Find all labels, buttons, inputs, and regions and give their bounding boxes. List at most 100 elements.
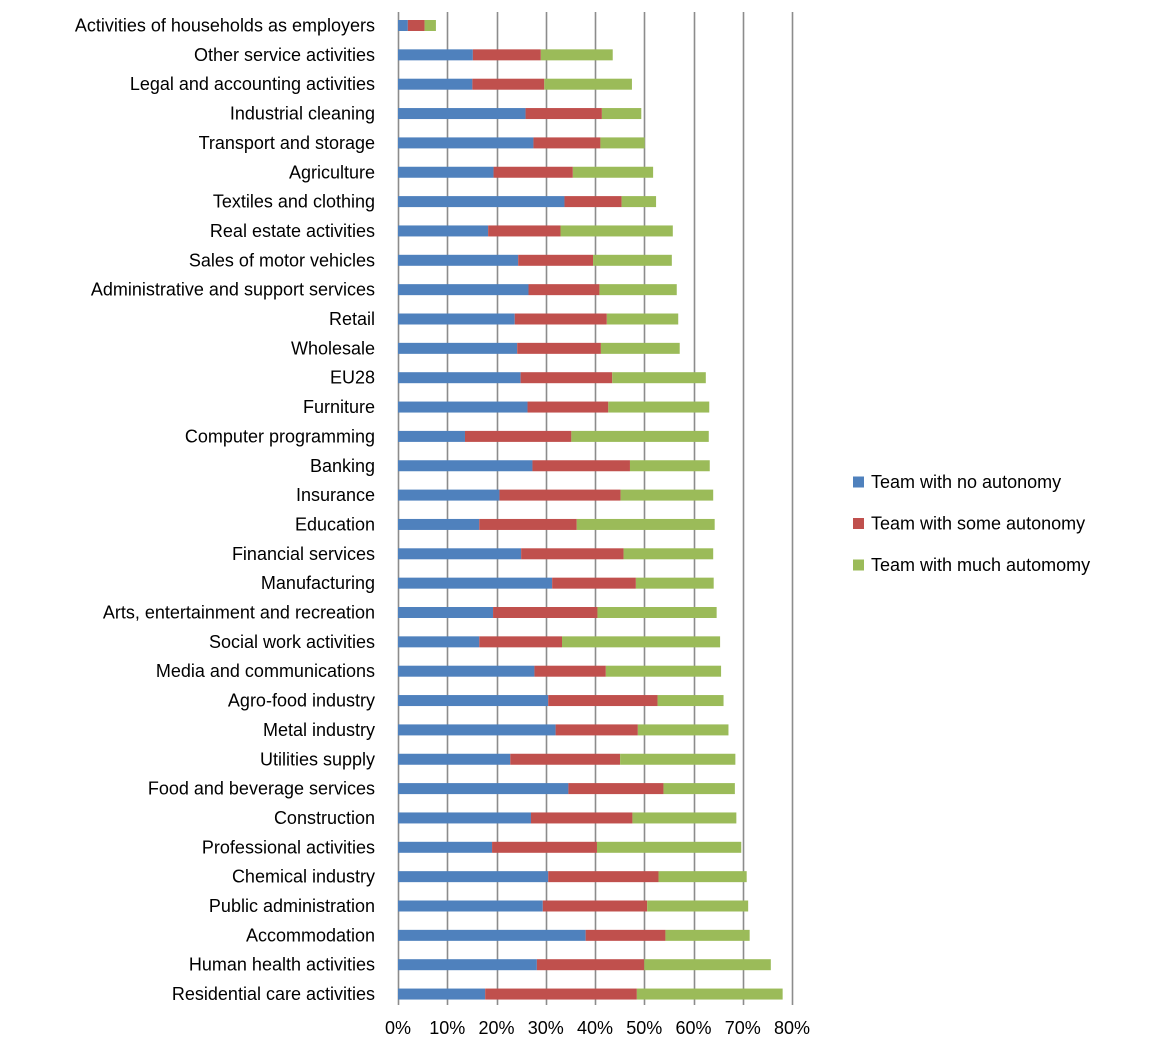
bar-segment — [644, 959, 771, 971]
bar-segment — [398, 166, 494, 178]
category-label: Computer programming — [185, 426, 375, 446]
bar-segment — [398, 49, 473, 61]
bar-segment — [600, 342, 680, 354]
category-label: Education — [295, 514, 375, 534]
bar-segment — [576, 518, 715, 530]
bar-segment — [398, 636, 480, 648]
bar-segment — [612, 372, 706, 384]
bar-segment — [398, 225, 489, 237]
bar-segment — [479, 518, 577, 530]
category-label: Administrative and support services — [91, 280, 375, 300]
bar-segment — [398, 78, 473, 90]
bar-segment — [564, 196, 622, 208]
bar-segment — [398, 313, 515, 325]
bar-segment — [593, 254, 672, 266]
bar-segment — [479, 636, 563, 648]
legend-label: Team with much automomy — [871, 555, 1090, 575]
category-label: Industrial cleaning — [230, 104, 375, 124]
bar-segment — [596, 841, 742, 853]
bar-segment — [548, 695, 658, 707]
x-tick-label: 40% — [577, 1018, 613, 1038]
bar-segment — [398, 254, 519, 266]
category-label: Transport and storage — [199, 133, 375, 153]
x-tick-label: 60% — [675, 1018, 711, 1038]
bar-segment — [398, 342, 518, 354]
category-labels: Activities of households as employers Oth… — [75, 16, 375, 1005]
gridlines — [397, 12, 794, 1005]
bar-segment — [635, 577, 714, 589]
category-label: Human health activities — [189, 955, 375, 975]
bar-segment — [472, 78, 545, 90]
bar-segment — [623, 548, 714, 560]
bar-segment — [398, 812, 531, 824]
bar-segment — [398, 108, 526, 120]
category-label: Textiles and clothing — [213, 192, 375, 212]
bar-segment — [398, 988, 486, 1000]
bar-segment — [585, 929, 666, 941]
bar-segment — [620, 753, 736, 765]
bar-segment — [398, 372, 521, 384]
category-label: Other service activities — [194, 45, 375, 65]
category-label: Arts, entertainment and recreation — [103, 603, 375, 623]
bar-segment — [542, 900, 648, 912]
bar-segment — [665, 929, 750, 941]
bar-segment — [398, 20, 408, 31]
legend: Team with no autonomy Team with some auto… — [853, 472, 1090, 575]
bar-segment — [533, 137, 601, 149]
bar-segment — [398, 724, 556, 736]
bar-segment — [493, 166, 573, 178]
bar-segment — [398, 518, 480, 530]
bar-segment — [548, 871, 659, 883]
bar-segment — [658, 871, 747, 883]
category-label: Retail — [329, 309, 375, 329]
bar-segment — [398, 841, 493, 853]
bar-segment — [620, 489, 714, 501]
bar-segment — [398, 900, 543, 912]
bar-segment — [398, 929, 586, 941]
category-label: Agriculture — [289, 162, 375, 182]
bar-segment — [663, 783, 735, 795]
x-tick-label: 70% — [725, 1018, 761, 1038]
bar-segment — [527, 401, 609, 413]
x-tick-label: 20% — [478, 1018, 514, 1038]
bar-segment — [568, 783, 664, 795]
category-label: Media and communications — [156, 661, 375, 681]
category-label: Metal industry — [263, 720, 375, 740]
bar-segment — [560, 225, 673, 237]
category-label: Chemical industry — [232, 867, 375, 887]
bar-segment — [530, 812, 633, 824]
category-label: Accommodation — [246, 925, 375, 945]
bar-segment — [398, 489, 500, 501]
category-label: Professional activities — [202, 837, 375, 857]
bar-segment — [536, 959, 645, 971]
bar-segment — [398, 871, 549, 883]
bar-segment — [632, 812, 737, 824]
bar-segment — [555, 724, 638, 736]
category-label: Agro-food industry — [228, 691, 375, 711]
bar-segment — [621, 196, 657, 208]
bar-segment — [601, 108, 642, 120]
legend-swatch — [853, 518, 864, 529]
category-label: Public administration — [209, 896, 375, 916]
bar-segment — [532, 460, 630, 472]
bar-segment — [629, 460, 710, 472]
bar-segment — [562, 636, 721, 648]
category-label: Manufacturing — [261, 573, 375, 593]
bar-segment — [398, 783, 569, 795]
category-label: Social work activities — [209, 632, 375, 652]
bar-segment — [407, 20, 425, 31]
bar-segment — [597, 607, 717, 618]
bar-segment — [398, 959, 537, 971]
bar-segment — [398, 548, 522, 560]
bar-segment — [608, 401, 710, 413]
bar-segment — [520, 372, 613, 384]
category-label: Insurance — [296, 485, 375, 505]
category-label: Food and beverage services — [148, 779, 375, 799]
legend-label: Team with some autonomy — [871, 514, 1085, 534]
x-tick-label: 30% — [528, 1018, 564, 1038]
bar-segment — [424, 20, 436, 31]
bar-segment — [572, 166, 654, 178]
bar-segment — [525, 108, 602, 120]
bar-segment — [647, 900, 749, 912]
bar-segment — [518, 254, 594, 266]
